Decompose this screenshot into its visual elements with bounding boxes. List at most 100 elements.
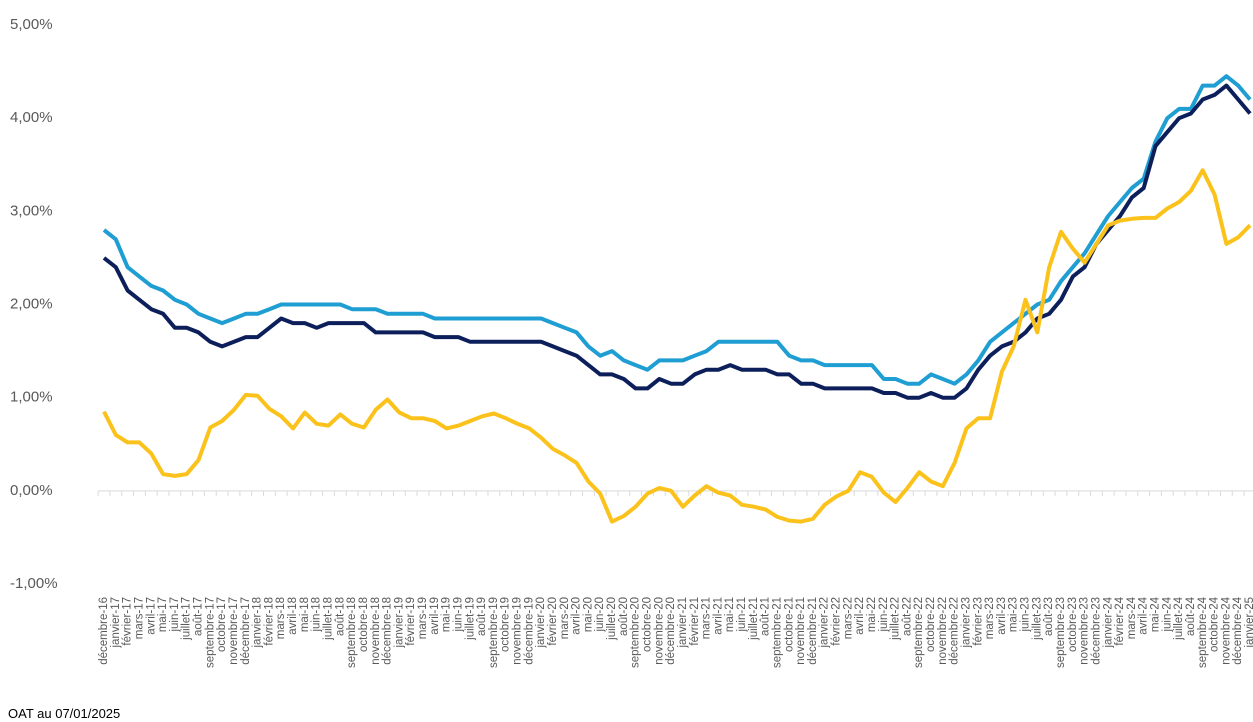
x-tick-label: février-18 — [263, 597, 275, 646]
x-tick-label: mai-22 — [866, 597, 878, 632]
y-tick-label: 2,00% — [10, 295, 53, 312]
y-tick-label: 3,00% — [10, 202, 53, 219]
x-tick-label: janvier-22 — [819, 597, 831, 649]
y-tick-label: 4,00% — [10, 109, 53, 126]
x-tick-label: février-22 — [831, 597, 843, 646]
x-tick-label: juin-17 — [169, 597, 181, 633]
x-tick-label: janvier-24 — [1102, 596, 1114, 648]
x-tick-label: août-23 — [1043, 597, 1055, 636]
x-tick-label: novembre-20 — [653, 597, 665, 665]
x-tick-label: mars-20 — [559, 597, 571, 639]
x-tick-label: septembre-24 — [1197, 596, 1209, 668]
x-tick-label: août-20 — [618, 597, 630, 636]
x-tick-label: mars-22 — [842, 597, 854, 639]
x-tick-label: septembre-21 — [771, 597, 783, 668]
x-tick-label: août-19 — [476, 597, 488, 636]
x-tick-label: octobre-21 — [783, 597, 795, 652]
x-tick-label: janvier-20 — [535, 597, 547, 649]
x-tick-label: mai-24 — [1150, 596, 1162, 632]
x-tick-label: février-17 — [122, 597, 134, 646]
x-tick-label: mai-23 — [1008, 597, 1020, 632]
x-tick-label: juin-24 — [1161, 596, 1173, 632]
x-tick-label: février-21 — [689, 597, 701, 646]
x-tick-label: février-24 — [1114, 596, 1126, 645]
x-tick-label: mars-21 — [701, 597, 713, 639]
x-tick-label: avril-17 — [145, 597, 157, 635]
x-tick-label: juillet-21 — [748, 597, 760, 641]
x-tick-label: août-24 — [1185, 596, 1197, 636]
x-tick-label: septembre-17 — [204, 597, 216, 668]
x-tick-label: juin-21 — [736, 597, 748, 633]
x-tick-label: décembre-16 — [98, 597, 110, 665]
x-tick-label: mars-23 — [984, 597, 996, 639]
y-tick-label: 1,00% — [10, 389, 53, 406]
y-tick-label: 0,00% — [10, 482, 53, 499]
x-tick-label: juillet-20 — [606, 597, 618, 641]
x-tick-label: décembre-18 — [382, 597, 394, 665]
x-tick-label: février-23 — [972, 597, 984, 646]
x-tick-label: mars-24 — [1126, 596, 1138, 639]
x-tick-label: octobre-18 — [358, 597, 370, 652]
x-tick-label: mai-18 — [299, 597, 311, 632]
x-tick-label: septembre-19 — [488, 597, 500, 668]
x-tick-label: octobre-23 — [1067, 597, 1079, 652]
series-line — [102, 83, 1252, 400]
x-tick-label: mai-21 — [724, 597, 736, 632]
x-tick-label: août-22 — [901, 597, 913, 636]
x-tick-label: avril-23 — [996, 597, 1008, 635]
x-tick-label: avril-20 — [571, 597, 583, 635]
x-tick-label: décembre-20 — [665, 597, 677, 665]
series-line — [102, 168, 1252, 524]
x-tick-label: juin-23 — [1020, 597, 1032, 633]
x-tick-label: janvier-18 — [252, 597, 264, 649]
x-tick-label: mai-17 — [157, 597, 169, 632]
x-tick-label: février-19 — [405, 597, 417, 646]
x-tick-label: avril-19 — [429, 597, 441, 635]
x-tick-label: décembre-22 — [949, 597, 961, 665]
x-tick-label: janvier-17 — [110, 597, 122, 649]
x-tick-label: novembre-23 — [1079, 597, 1091, 665]
x-tick-label: août-21 — [760, 597, 772, 636]
x-tick-label: décembre-21 — [807, 597, 819, 665]
x-tick-label: mars-18 — [275, 597, 287, 639]
x-tick-label: juillet-18 — [323, 597, 335, 641]
x-tick-label: septembre-20 — [630, 597, 642, 668]
x-tick-label: novembre-17 — [228, 597, 240, 665]
x-tick-label: avril-21 — [712, 597, 724, 635]
x-tick-label: juin-20 — [594, 597, 606, 633]
x-tick-label: avril-24 — [1138, 596, 1150, 634]
x-tick-label: septembre-18 — [346, 597, 358, 668]
y-tick-label: 5,00% — [10, 16, 53, 33]
x-tick-label: janvier-19 — [393, 597, 405, 649]
x-tick-label: novembre-19 — [512, 597, 524, 665]
x-tick-label: avril-22 — [854, 597, 866, 635]
x-tick-label: octobre-22 — [925, 597, 937, 652]
x-tick-label: juillet-22 — [890, 597, 902, 641]
series-line — [102, 74, 1252, 386]
x-tick-label: juin-18 — [311, 597, 323, 633]
x-tick-label: mai-20 — [582, 597, 594, 632]
x-tick-label: mars-17 — [133, 597, 145, 639]
x-tick-label: février-20 — [547, 597, 559, 646]
x-tick-label: avril-18 — [287, 597, 299, 635]
x-tick-label: septembre-23 — [1055, 597, 1067, 668]
x-tick-label: août-18 — [334, 597, 346, 636]
x-tick-label: juillet-24 — [1173, 596, 1185, 640]
x-tick-label: novembre-21 — [795, 597, 807, 665]
x-tick-label: novembre-22 — [937, 597, 949, 665]
x-tick-label: juillet-19 — [464, 597, 476, 641]
x-tick-label: janvier-25 — [1244, 597, 1253, 649]
x-tick-label: décembre-23 — [1090, 597, 1102, 665]
x-tick-label: mai-19 — [441, 597, 453, 632]
x-tick-label: décembre-24 — [1232, 596, 1244, 664]
x-tick-label: janvier-21 — [677, 597, 689, 649]
x-tick-label: juillet-17 — [181, 597, 193, 641]
x-tick-label: octobre-19 — [500, 597, 512, 652]
x-tick-label: octobre-20 — [641, 597, 653, 652]
x-tick-label: janvier-23 — [960, 597, 972, 649]
x-tick-label: octobre-24 — [1209, 596, 1221, 652]
x-tick-label: novembre-24 — [1220, 596, 1232, 664]
x-tick-label: juin-19 — [452, 597, 464, 633]
